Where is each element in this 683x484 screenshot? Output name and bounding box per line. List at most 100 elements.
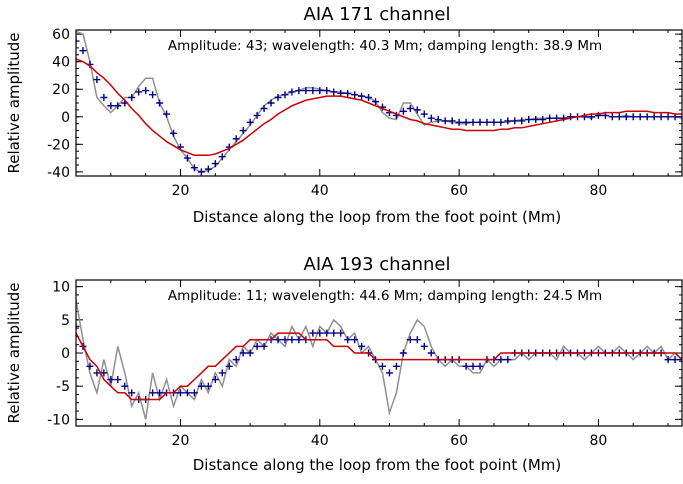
smoothed-data-point	[239, 349, 247, 357]
y-tick-label: -20	[47, 137, 70, 153]
smoothed-data-point	[469, 362, 477, 370]
smoothed-data-point	[260, 342, 268, 350]
smoothed-data-point	[156, 99, 164, 107]
smoothed-data-point	[337, 329, 345, 337]
x-tick-label: 60	[450, 433, 468, 449]
y-tick-label: 0	[61, 110, 70, 126]
smoothed-data-point	[378, 362, 386, 370]
smoothed-data-point	[107, 376, 115, 384]
smoothed-data-point	[149, 91, 157, 99]
x-axis-label: Distance along the loop from the foot po…	[193, 456, 562, 474]
smoothed-data-point	[93, 369, 101, 377]
smoothed-data-point	[114, 376, 122, 384]
smoothed-data-point	[483, 118, 491, 126]
plot-frame	[75, 279, 683, 427]
smoothed-data-point	[170, 129, 178, 137]
y-tick-label: 10	[52, 280, 70, 296]
smoothed-data-point	[539, 116, 547, 124]
panel-aia171: AIA 171 channel Amplitude: 43; wavelengt…	[5, 4, 683, 226]
smoothed-data-point	[678, 113, 682, 121]
smoothed-data-point	[629, 113, 637, 121]
smoothed-data-point	[302, 87, 310, 95]
smoothed-data-point	[128, 93, 136, 101]
smoothed-data-point	[469, 118, 477, 126]
smoothed-data-point	[476, 118, 484, 126]
smoothed-data-point	[76, 37, 80, 45]
smoothed-data-point	[218, 153, 226, 161]
smoothed-data-point	[253, 342, 261, 350]
smoothed-data-point	[560, 114, 568, 122]
x-tick-label: 20	[172, 433, 190, 449]
y-tick-label: 60	[52, 27, 70, 43]
smoothed-data-point	[76, 322, 80, 330]
fit-annotation: Amplitude: 11; wavelength: 44.6 Mm; damp…	[168, 288, 602, 304]
y-tick-label: -40	[47, 165, 70, 181]
smoothed-data-point	[142, 87, 150, 95]
x-axis-label: Distance along the loop from the foot po…	[193, 208, 562, 226]
smoothed-data-point	[323, 87, 331, 95]
smoothed-data-point	[204, 165, 212, 173]
x-tick-label: 40	[311, 183, 329, 199]
smoothed-data-point	[413, 106, 421, 114]
smoothed-data-point	[511, 117, 519, 125]
smoothed-data-point	[281, 336, 289, 344]
tick-group: 20 40 60 80 -10 -5 0 5 10	[47, 280, 682, 449]
smoothed-data-point	[344, 89, 352, 97]
smoothed-data-point	[239, 127, 247, 135]
smoothed-data-point	[149, 389, 157, 397]
smoothed-data-point	[281, 91, 289, 99]
smoothed-data-point	[344, 336, 352, 344]
chart-title: AIA 193 channel	[304, 254, 451, 275]
smoothed-data-point	[135, 88, 143, 96]
smoothed-data-point	[211, 376, 219, 384]
smoothed-data-point	[420, 342, 428, 350]
smoothed-data-point	[121, 382, 129, 390]
smoothed-data-point	[462, 118, 470, 126]
smoothed-data-point	[295, 87, 303, 95]
smoothed-data-point	[594, 111, 602, 119]
smoothed-data-point	[330, 88, 338, 96]
chart-title: AIA 171 channel	[304, 4, 451, 25]
smoothed-data-point	[671, 356, 679, 364]
y-axis-label: Relative amplitude	[5, 282, 23, 423]
smoothed-data-point	[246, 349, 254, 357]
damped-fit-line	[76, 332, 682, 401]
smoothed-data-point	[156, 389, 164, 397]
smoothed-data-point	[476, 362, 484, 370]
smoothed-data-point	[413, 336, 421, 344]
x-tick-label: 80	[589, 183, 607, 199]
smoothed-data-point	[657, 113, 665, 121]
smoothed-data-point	[504, 117, 512, 125]
smoothed-data-point	[330, 329, 338, 337]
x-tick-label: 60	[450, 183, 468, 199]
smoothed-data-point	[546, 114, 554, 122]
smoothed-data-point	[316, 329, 324, 337]
smoothed-data-point	[650, 113, 658, 121]
smoothed-data-point	[455, 118, 463, 126]
smoothed-data-point	[358, 342, 366, 350]
smoothed-data-point	[615, 113, 623, 121]
smoothed-data-point	[295, 336, 303, 344]
series-layer	[76, 299, 682, 420]
smoothed-data-point	[288, 88, 296, 96]
smoothed-data-point	[497, 356, 505, 364]
smoothed-data-point	[253, 111, 261, 119]
smoothed-data-point	[197, 168, 205, 176]
smoothed-data-point	[190, 164, 198, 172]
smoothed-data-point	[358, 92, 366, 100]
smoothed-data-point	[267, 99, 275, 107]
smoothed-data-point	[441, 117, 449, 125]
smoothed-data-point	[622, 113, 630, 121]
smoothed-data-point	[392, 362, 400, 370]
smoothed-data-point	[260, 105, 268, 113]
smoothed-data-point	[420, 110, 428, 118]
fit-annotation: Amplitude: 43; wavelength: 40.3 Mm; damp…	[168, 38, 602, 54]
smoothed-data-point	[490, 118, 498, 126]
x-tick-label: 20	[172, 183, 190, 199]
smoothed-data-point	[462, 362, 470, 370]
smoothed-data-point	[427, 114, 435, 122]
smoothed-data-point	[79, 47, 87, 55]
damped-fit-line	[76, 58, 682, 157]
smoothed-data-point	[183, 154, 191, 162]
